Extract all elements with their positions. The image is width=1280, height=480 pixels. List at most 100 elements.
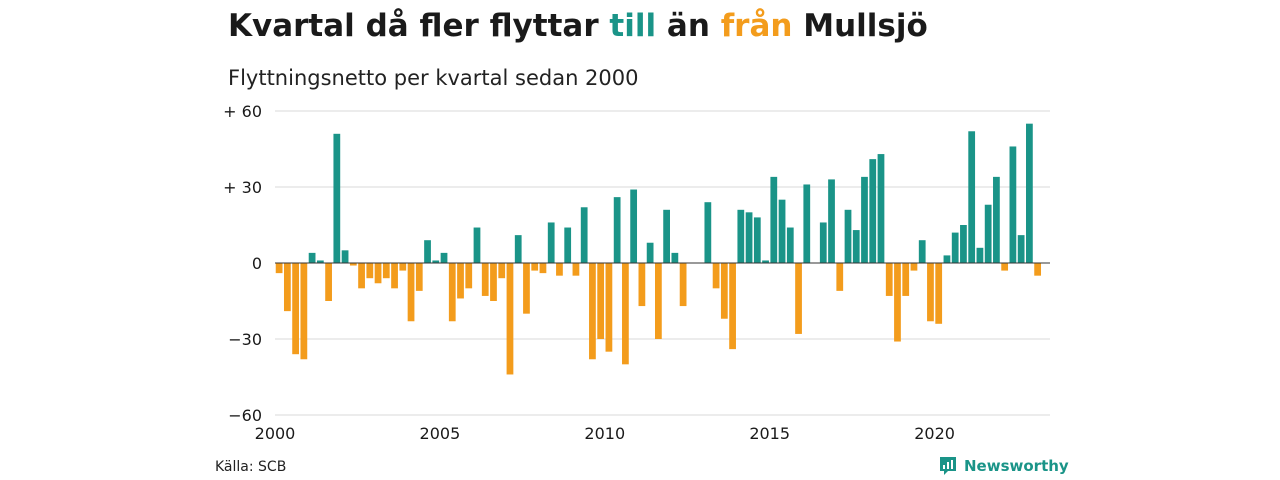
bar: [440, 252, 448, 263]
bar: [877, 154, 885, 263]
bar: [819, 222, 827, 263]
bar: [861, 176, 868, 263]
bar: [894, 263, 901, 342]
bar: [547, 222, 555, 263]
bar: [885, 263, 893, 296]
bar: [993, 176, 1000, 263]
bar: [630, 189, 638, 263]
bar: [1034, 263, 1042, 276]
bar: [704, 202, 712, 263]
bar: [951, 232, 959, 263]
x-tick-label: 2015: [749, 424, 790, 443]
bar: [927, 263, 934, 322]
bar: [795, 263, 802, 334]
bar: [836, 263, 844, 291]
bar: [506, 263, 514, 375]
bar: [498, 263, 506, 279]
bar: [366, 263, 374, 279]
bar: [622, 263, 629, 365]
bar: [646, 242, 654, 263]
bar: [745, 212, 753, 263]
bar: [910, 263, 918, 271]
bar: [333, 133, 341, 263]
bar: [374, 263, 382, 284]
title-part-1: Kvartal då fler flyttar: [228, 8, 610, 44]
bar: [514, 235, 522, 263]
brand-name: Newsworthy: [964, 457, 1069, 475]
y-tick-label: + 60: [223, 102, 262, 121]
y-tick-label: 0: [252, 254, 262, 273]
bar: [753, 217, 761, 263]
bar: [902, 263, 910, 296]
bar: [292, 263, 299, 355]
bar: [968, 131, 976, 263]
bar: [786, 227, 794, 263]
bar: [283, 263, 291, 312]
title-part-3: Mullsjö: [792, 8, 928, 44]
bar: [679, 263, 687, 307]
bar: [358, 263, 365, 289]
bar: [1001, 263, 1009, 271]
bar: [432, 260, 440, 263]
bar: [275, 263, 283, 274]
bar: [473, 227, 481, 263]
bar: [852, 230, 860, 263]
bar: [663, 209, 670, 263]
bar: [762, 260, 769, 263]
bar: [737, 209, 745, 263]
bar: [415, 263, 423, 291]
x-tick-label: 2010: [584, 424, 625, 443]
bar: [671, 252, 679, 263]
bar: [720, 263, 728, 319]
bar: [869, 159, 877, 263]
bar: [960, 225, 967, 263]
title-till: till: [609, 8, 657, 44]
brand-logo[interactable]: Newsworthy: [938, 456, 1069, 476]
bar: [655, 263, 662, 339]
x-tick-label: 2005: [420, 424, 461, 443]
bar: [382, 263, 390, 279]
bar: [457, 263, 464, 299]
bar: [481, 263, 489, 296]
bar: [564, 227, 572, 263]
bar: [1009, 146, 1017, 263]
bar: [349, 263, 357, 266]
bar: [556, 263, 563, 276]
bar: [613, 197, 621, 263]
bar: [399, 263, 407, 271]
y-tick-label: −30: [228, 330, 262, 349]
bar: [984, 204, 992, 263]
bar: [539, 263, 547, 274]
bar: [770, 176, 778, 263]
bar: [465, 263, 473, 289]
bar: [523, 263, 530, 314]
bar: [316, 260, 324, 263]
bar: [448, 263, 456, 322]
bar: [341, 250, 349, 263]
bar: [490, 263, 497, 301]
bar: [803, 184, 811, 263]
bar: [729, 263, 736, 350]
newsworthy-logo-icon: [940, 457, 956, 475]
title-part-2: än: [656, 8, 721, 44]
bar: [778, 199, 786, 263]
chart-subtitle: Flyttningsnetto per kvartal sedan 2000: [228, 66, 639, 90]
bar: [597, 263, 605, 339]
bar: [424, 240, 431, 263]
bar: [407, 263, 415, 322]
bar: [308, 252, 316, 263]
bar: [918, 240, 926, 263]
bar: [1017, 235, 1025, 263]
bar: [605, 263, 613, 352]
bar: [712, 263, 720, 289]
bar: [589, 263, 596, 360]
bar: [943, 255, 951, 263]
x-tick-label: 2000: [255, 424, 296, 443]
bar: [844, 209, 852, 263]
bar: [935, 263, 943, 324]
source-note: Källa: SCB: [215, 459, 287, 475]
chart-title: Kvartal då fler flyttar till än från Mul…: [228, 8, 928, 44]
bar: [325, 263, 332, 301]
bar: [976, 247, 984, 263]
